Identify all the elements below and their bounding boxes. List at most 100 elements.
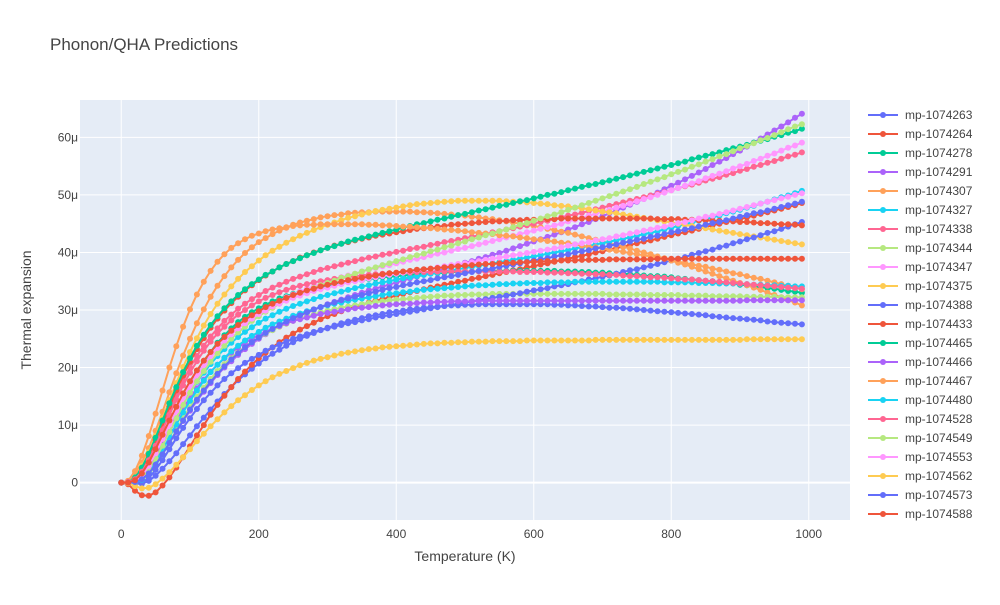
data-point[interactable] <box>193 387 200 394</box>
data-point[interactable] <box>214 325 221 332</box>
data-point[interactable] <box>489 238 496 244</box>
data-point[interactable] <box>654 165 661 172</box>
data-point[interactable] <box>310 250 317 256</box>
data-point[interactable] <box>792 255 798 262</box>
data-point[interactable] <box>221 342 228 349</box>
data-point[interactable] <box>633 297 640 304</box>
data-point[interactable] <box>310 216 317 223</box>
data-point[interactable] <box>503 281 510 288</box>
data-point[interactable] <box>688 156 695 163</box>
data-point[interactable] <box>565 297 572 304</box>
data-point[interactable] <box>324 265 331 271</box>
data-point[interactable] <box>228 370 235 377</box>
data-point[interactable] <box>303 298 310 305</box>
data-point[interactable] <box>317 247 324 254</box>
data-point[interactable] <box>283 368 290 374</box>
data-point[interactable] <box>475 241 482 248</box>
data-point[interactable] <box>152 472 159 479</box>
data-point[interactable] <box>125 479 132 486</box>
data-point[interactable] <box>482 232 489 239</box>
data-point[interactable] <box>730 229 737 236</box>
data-point[interactable] <box>276 341 283 348</box>
data-point[interactable] <box>702 292 709 299</box>
data-point[interactable] <box>558 220 565 227</box>
data-point[interactable] <box>778 319 785 326</box>
data-point[interactable] <box>214 282 221 289</box>
data-point[interactable] <box>200 278 207 285</box>
data-point[interactable] <box>682 276 688 283</box>
data-point[interactable] <box>262 324 269 331</box>
data-point[interactable] <box>572 297 578 304</box>
data-point[interactable] <box>214 361 221 368</box>
data-point[interactable] <box>695 223 702 230</box>
data-point[interactable] <box>647 262 654 269</box>
data-point[interactable] <box>613 256 620 263</box>
data-point[interactable] <box>235 275 242 282</box>
data-point[interactable] <box>427 265 434 272</box>
data-point[interactable] <box>372 280 379 287</box>
data-point[interactable] <box>627 256 633 263</box>
data-point[interactable] <box>503 217 510 224</box>
data-point[interactable] <box>269 312 276 319</box>
data-point[interactable] <box>627 200 633 207</box>
data-point[interactable] <box>613 175 620 182</box>
data-point[interactable] <box>407 223 413 230</box>
data-point[interactable] <box>633 306 640 313</box>
data-point[interactable] <box>778 225 785 232</box>
data-point[interactable] <box>750 210 757 217</box>
data-point[interactable] <box>290 275 297 282</box>
data-point[interactable] <box>585 337 592 344</box>
data-point[interactable] <box>792 285 798 292</box>
data-point[interactable] <box>262 355 269 362</box>
data-point[interactable] <box>606 235 613 242</box>
data-point[interactable] <box>138 476 145 483</box>
data-point[interactable] <box>565 251 572 258</box>
data-point[interactable] <box>565 215 572 222</box>
data-point[interactable] <box>228 311 235 318</box>
data-point[interactable] <box>778 284 785 290</box>
data-point[interactable] <box>290 258 297 265</box>
data-point[interactable] <box>393 258 400 265</box>
data-point[interactable] <box>688 163 695 170</box>
data-point[interactable] <box>242 359 248 366</box>
data-point[interactable] <box>530 217 537 224</box>
data-point[interactable] <box>544 224 551 231</box>
data-point[interactable] <box>420 266 427 273</box>
data-point[interactable] <box>482 206 489 213</box>
data-point[interactable] <box>338 211 345 218</box>
data-point[interactable] <box>276 289 283 296</box>
data-point[interactable] <box>297 362 303 369</box>
data-point[interactable] <box>551 253 558 260</box>
data-point[interactable] <box>585 206 592 213</box>
data-point[interactable] <box>475 261 482 268</box>
data-point[interactable] <box>647 178 654 185</box>
data-point[interactable] <box>434 240 441 247</box>
data-point[interactable] <box>688 255 695 262</box>
data-point[interactable] <box>317 221 324 228</box>
data-point[interactable] <box>152 481 159 488</box>
data-point[interactable] <box>544 337 551 344</box>
data-point[interactable] <box>647 307 654 314</box>
data-point[interactable] <box>310 227 317 233</box>
data-point[interactable] <box>510 291 517 298</box>
data-point[interactable] <box>647 297 654 304</box>
data-point[interactable] <box>379 286 386 293</box>
data-point[interactable] <box>173 403 180 410</box>
data-point[interactable] <box>214 370 221 377</box>
data-point[interactable] <box>544 213 551 220</box>
data-point[interactable] <box>372 288 379 295</box>
data-point[interactable] <box>331 263 338 270</box>
data-point[interactable] <box>682 255 688 262</box>
data-point[interactable] <box>510 252 517 259</box>
data-point[interactable] <box>358 221 365 228</box>
data-point[interactable] <box>537 290 544 297</box>
data-point[interactable] <box>200 357 207 364</box>
data-point[interactable] <box>159 475 166 482</box>
data-point[interactable] <box>132 483 138 490</box>
data-point[interactable] <box>276 322 283 328</box>
data-point[interactable] <box>393 301 400 308</box>
data-point[interactable] <box>248 332 255 339</box>
data-point[interactable] <box>152 466 159 473</box>
data-point[interactable] <box>496 202 503 209</box>
data-point[interactable] <box>180 441 187 448</box>
